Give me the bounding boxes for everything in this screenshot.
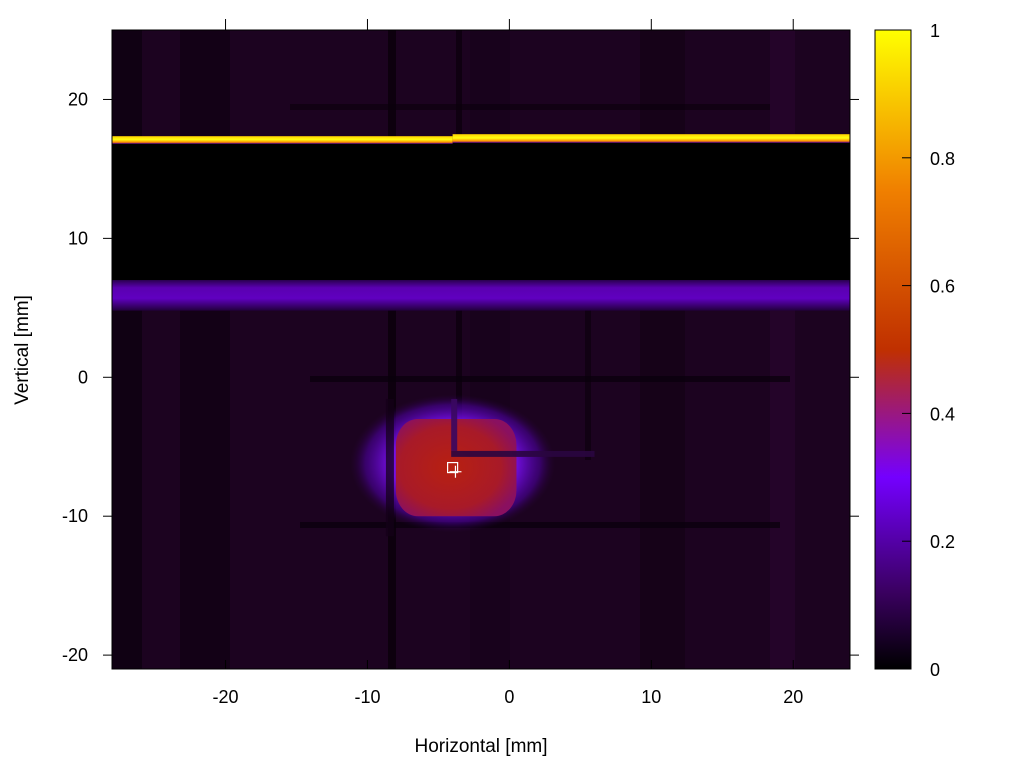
colorbar-tick-label: 0.8 — [930, 149, 955, 169]
streak — [770, 30, 795, 669]
marker-square — [447, 461, 459, 474]
x-tick-label: 0 — [504, 687, 514, 707]
colorbar: 0 0.2 0.4 0.6 0.8 1 — [874, 21, 955, 680]
heatmap-features — [112, 134, 850, 537]
colorbar-tick-label: 0.6 — [930, 277, 955, 297]
streak — [180, 30, 230, 669]
streak — [640, 30, 685, 669]
spot-notch-vertical — [451, 398, 458, 451]
spot-notch-horizontal — [451, 450, 595, 457]
colorbar-ticks: 0 0.2 0.4 0.6 0.8 1 — [902, 21, 955, 680]
y-axis-ticks: -20 -10 0 10 20 — [62, 89, 859, 665]
y-axis-label: Vertical [mm] — [12, 295, 33, 405]
plot-border — [111, 29, 851, 670]
x-axis-label: Horizontal [mm] — [414, 736, 547, 757]
colorbar-tick-label: 0.2 — [930, 532, 955, 552]
y-tick-label: 0 — [78, 367, 88, 387]
beam-markers — [447, 461, 462, 478]
shadow-line — [388, 30, 396, 669]
spot-core — [395, 418, 517, 517]
x-axis-ticks: -20 -10 0 10 20 — [213, 19, 803, 707]
colorbar-tick-label: 1 — [930, 21, 940, 41]
dark-region — [112, 141, 850, 281]
bright-band-right — [452, 134, 850, 143]
colorbar-tick-label: 0 — [930, 660, 940, 680]
plot-area — [112, 30, 850, 669]
y-tick-label: 10 — [68, 228, 88, 248]
shadow-line — [300, 522, 780, 528]
x-tick-label: 10 — [641, 687, 661, 707]
x-tick-label: -10 — [354, 687, 380, 707]
glow-band — [112, 280, 850, 311]
x-tick-label: 20 — [783, 687, 803, 707]
colorbar-tick-label: 0.4 — [930, 404, 955, 424]
marker-plus — [449, 465, 462, 478]
y-tick-label: 20 — [68, 89, 88, 109]
colorbar-gradient — [874, 29, 912, 670]
streak — [470, 30, 510, 669]
x-tick-label: -20 — [213, 687, 239, 707]
bright-band-left — [112, 136, 453, 144]
shadow-line — [310, 376, 790, 382]
shadow-line — [290, 104, 770, 110]
spot-shadow-left — [385, 398, 394, 537]
y-tick-label: -10 — [62, 506, 88, 526]
streak — [112, 30, 142, 669]
y-tick-label: -20 — [62, 645, 88, 665]
